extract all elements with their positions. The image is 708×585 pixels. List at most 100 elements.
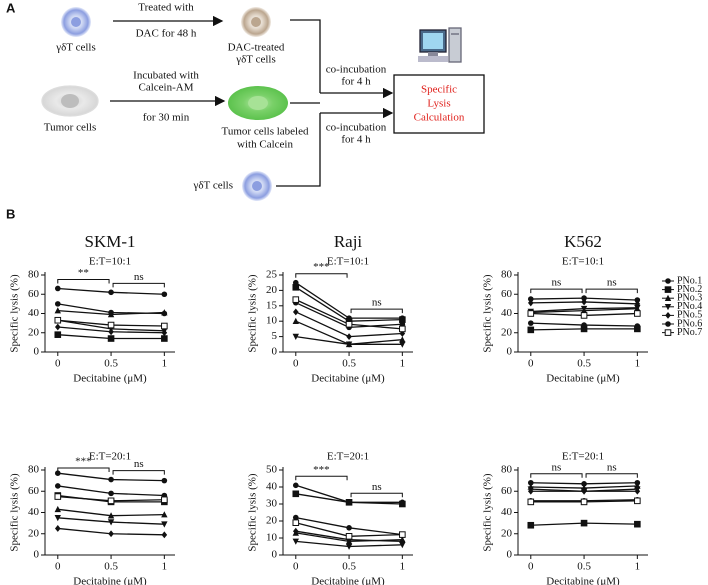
y-tick-label: 40	[266, 481, 278, 493]
connector	[276, 113, 321, 187]
marker	[54, 323, 61, 331]
label: DAC-treated	[228, 42, 285, 54]
marker	[108, 490, 114, 497]
x-tick-label: 0	[293, 561, 299, 573]
label: γδT cells	[193, 180, 233, 192]
legend-marker	[664, 304, 672, 311]
y-tick-label: 20	[28, 326, 40, 338]
y-tick-label: 40	[501, 506, 513, 518]
x-tick-label: 1	[400, 358, 406, 370]
marker	[161, 496, 168, 504]
chart-subtitle: E:T=10:1	[89, 256, 131, 268]
marker	[54, 301, 61, 307]
y-axis-label: Specific lysis (%)	[247, 473, 259, 552]
marker	[54, 331, 62, 338]
connector	[290, 19, 321, 93]
marker	[292, 317, 299, 324]
y-axis-label: Specific lysis (%)	[247, 274, 259, 353]
bracket	[350, 308, 403, 314]
bracket	[295, 475, 348, 481]
significance: ns	[372, 297, 382, 309]
legend-marker	[664, 286, 672, 293]
significance: ns	[607, 461, 617, 473]
marker	[580, 312, 588, 319]
x-tick-label: 0.5	[104, 358, 118, 370]
marker	[581, 481, 587, 487]
significance: ***	[313, 261, 330, 273]
marker	[161, 329, 168, 337]
marker	[292, 333, 299, 340]
x-axis-label: Decitabine (μM)	[73, 373, 147, 385]
legend-label: PNo.5	[677, 310, 702, 321]
x-axis-label: Decitabine (μM)	[311, 373, 385, 385]
label: γδT cells	[235, 54, 275, 66]
marker	[345, 320, 353, 328]
panel-label: A	[6, 0, 16, 15]
y-tick-label: 20	[266, 515, 278, 527]
marker	[527, 310, 535, 317]
marker	[161, 291, 168, 298]
marker	[161, 511, 168, 518]
marker	[107, 335, 115, 342]
marker	[581, 322, 587, 328]
significance: ns	[372, 481, 382, 493]
legend-marker	[664, 294, 672, 301]
y-tick-label: 60	[501, 288, 513, 300]
legend-marker	[665, 278, 671, 284]
charts: SKM-1 E:T=10:1 0 20 40 60 80 0 0.5 1 Decitabine (μ…	[9, 232, 703, 585]
y-tick-label: 60	[28, 288, 40, 300]
marker	[634, 323, 641, 329]
x-tick-label: 1	[400, 561, 406, 573]
label: co-incubation	[326, 64, 387, 76]
significance: ns	[134, 271, 144, 283]
y-axis-label: Specific lysis (%)	[482, 473, 494, 552]
y-tick-label: 0	[507, 549, 513, 561]
computer-icon	[418, 27, 462, 63]
marker	[581, 487, 587, 495]
chart-subtitle: E:T=10:1	[327, 256, 369, 268]
marker	[634, 304, 641, 312]
marker	[527, 320, 534, 326]
marker	[54, 493, 62, 500]
y-tick-label: 50	[266, 464, 278, 476]
marker	[346, 333, 352, 340]
label: Treated with	[138, 2, 194, 14]
y-tick-label: 60	[501, 485, 513, 497]
marker	[527, 498, 535, 506]
marker	[161, 531, 168, 539]
bracket	[57, 467, 110, 472]
marker	[107, 519, 115, 526]
x-tick-label: 0	[55, 358, 61, 370]
significance: ***	[75, 456, 92, 468]
marker	[107, 321, 115, 329]
nucleus	[251, 17, 261, 27]
x-tick-label: 0.5	[577, 561, 591, 573]
chart-title: Raji	[334, 232, 363, 251]
significance: ns	[552, 461, 562, 473]
marker	[292, 514, 299, 521]
x-tick-label: 0	[528, 561, 534, 573]
marker	[292, 490, 300, 498]
chart-title: K562	[564, 232, 602, 251]
x-axis-label: Decitabine (μM)	[311, 576, 385, 585]
significance: ***	[313, 464, 330, 476]
y-tick-label: 5	[272, 330, 278, 342]
marker	[54, 483, 61, 489]
label: for 4 h	[341, 76, 371, 88]
y-tick-label: 10	[266, 532, 278, 544]
y-tick-label: 80	[501, 269, 513, 281]
marker	[634, 487, 641, 495]
x-tick-label: 0.5	[342, 561, 356, 573]
y-tick-label: 20	[266, 284, 278, 296]
y-axis-label: Specific lysis (%)	[482, 274, 494, 353]
marker	[580, 519, 588, 527]
y-tick-label: 40	[28, 307, 40, 319]
x-tick-label: 0.5	[104, 561, 118, 573]
y-tick-label: 0	[272, 346, 278, 358]
y-tick-label: 30	[266, 498, 278, 510]
label: Incubated with	[133, 70, 199, 82]
marker	[581, 298, 587, 306]
legend-label: PNo.7	[677, 327, 702, 338]
bracket	[585, 473, 638, 478]
marker	[161, 477, 168, 484]
